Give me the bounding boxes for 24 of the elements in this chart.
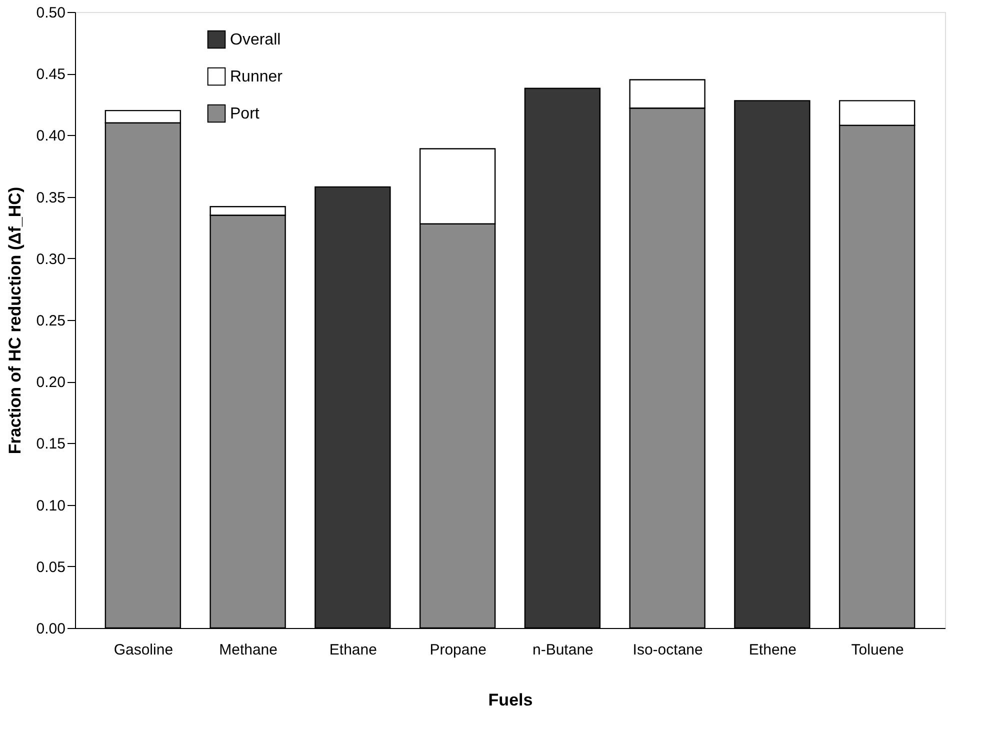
y-tick-label: 0.35	[36, 189, 66, 206]
x-tick-label: Ethene	[748, 642, 796, 658]
y-tick-label: 0.00	[36, 620, 66, 638]
y-tick-label: 0.50	[36, 4, 66, 22]
y-tick-label: 0.30	[36, 250, 66, 268]
x-tick-label: Gasoline	[114, 642, 174, 658]
y-tick-label: 0.05	[36, 558, 66, 576]
y-axis-title: Fraction of HC reduction (Δf_HC)	[5, 186, 24, 454]
y-tick-label: 0.10	[36, 497, 66, 514]
x-tick-label: Methane	[219, 642, 278, 658]
y-tick-label: 0.40	[36, 128, 66, 145]
x-axis-title: Fuels	[488, 690, 533, 710]
y-tick-label: 0.45	[36, 66, 66, 84]
legend-label: Port	[230, 106, 260, 122]
x-tick-label: n-Butane	[532, 642, 594, 658]
x-tick-label: Propane	[430, 642, 486, 658]
y-tick-label: 0.20	[36, 374, 66, 392]
legend-label: Overall	[230, 32, 281, 48]
x-tick-label: Iso-octane	[632, 642, 703, 658]
y-tick-label: 0.25	[36, 312, 66, 330]
x-tick-label: Toluene	[851, 642, 904, 658]
y-tick-label: 0.15	[36, 436, 66, 453]
legend-label: Runner	[230, 68, 284, 86]
x-tick-label: Ethane	[329, 642, 377, 658]
